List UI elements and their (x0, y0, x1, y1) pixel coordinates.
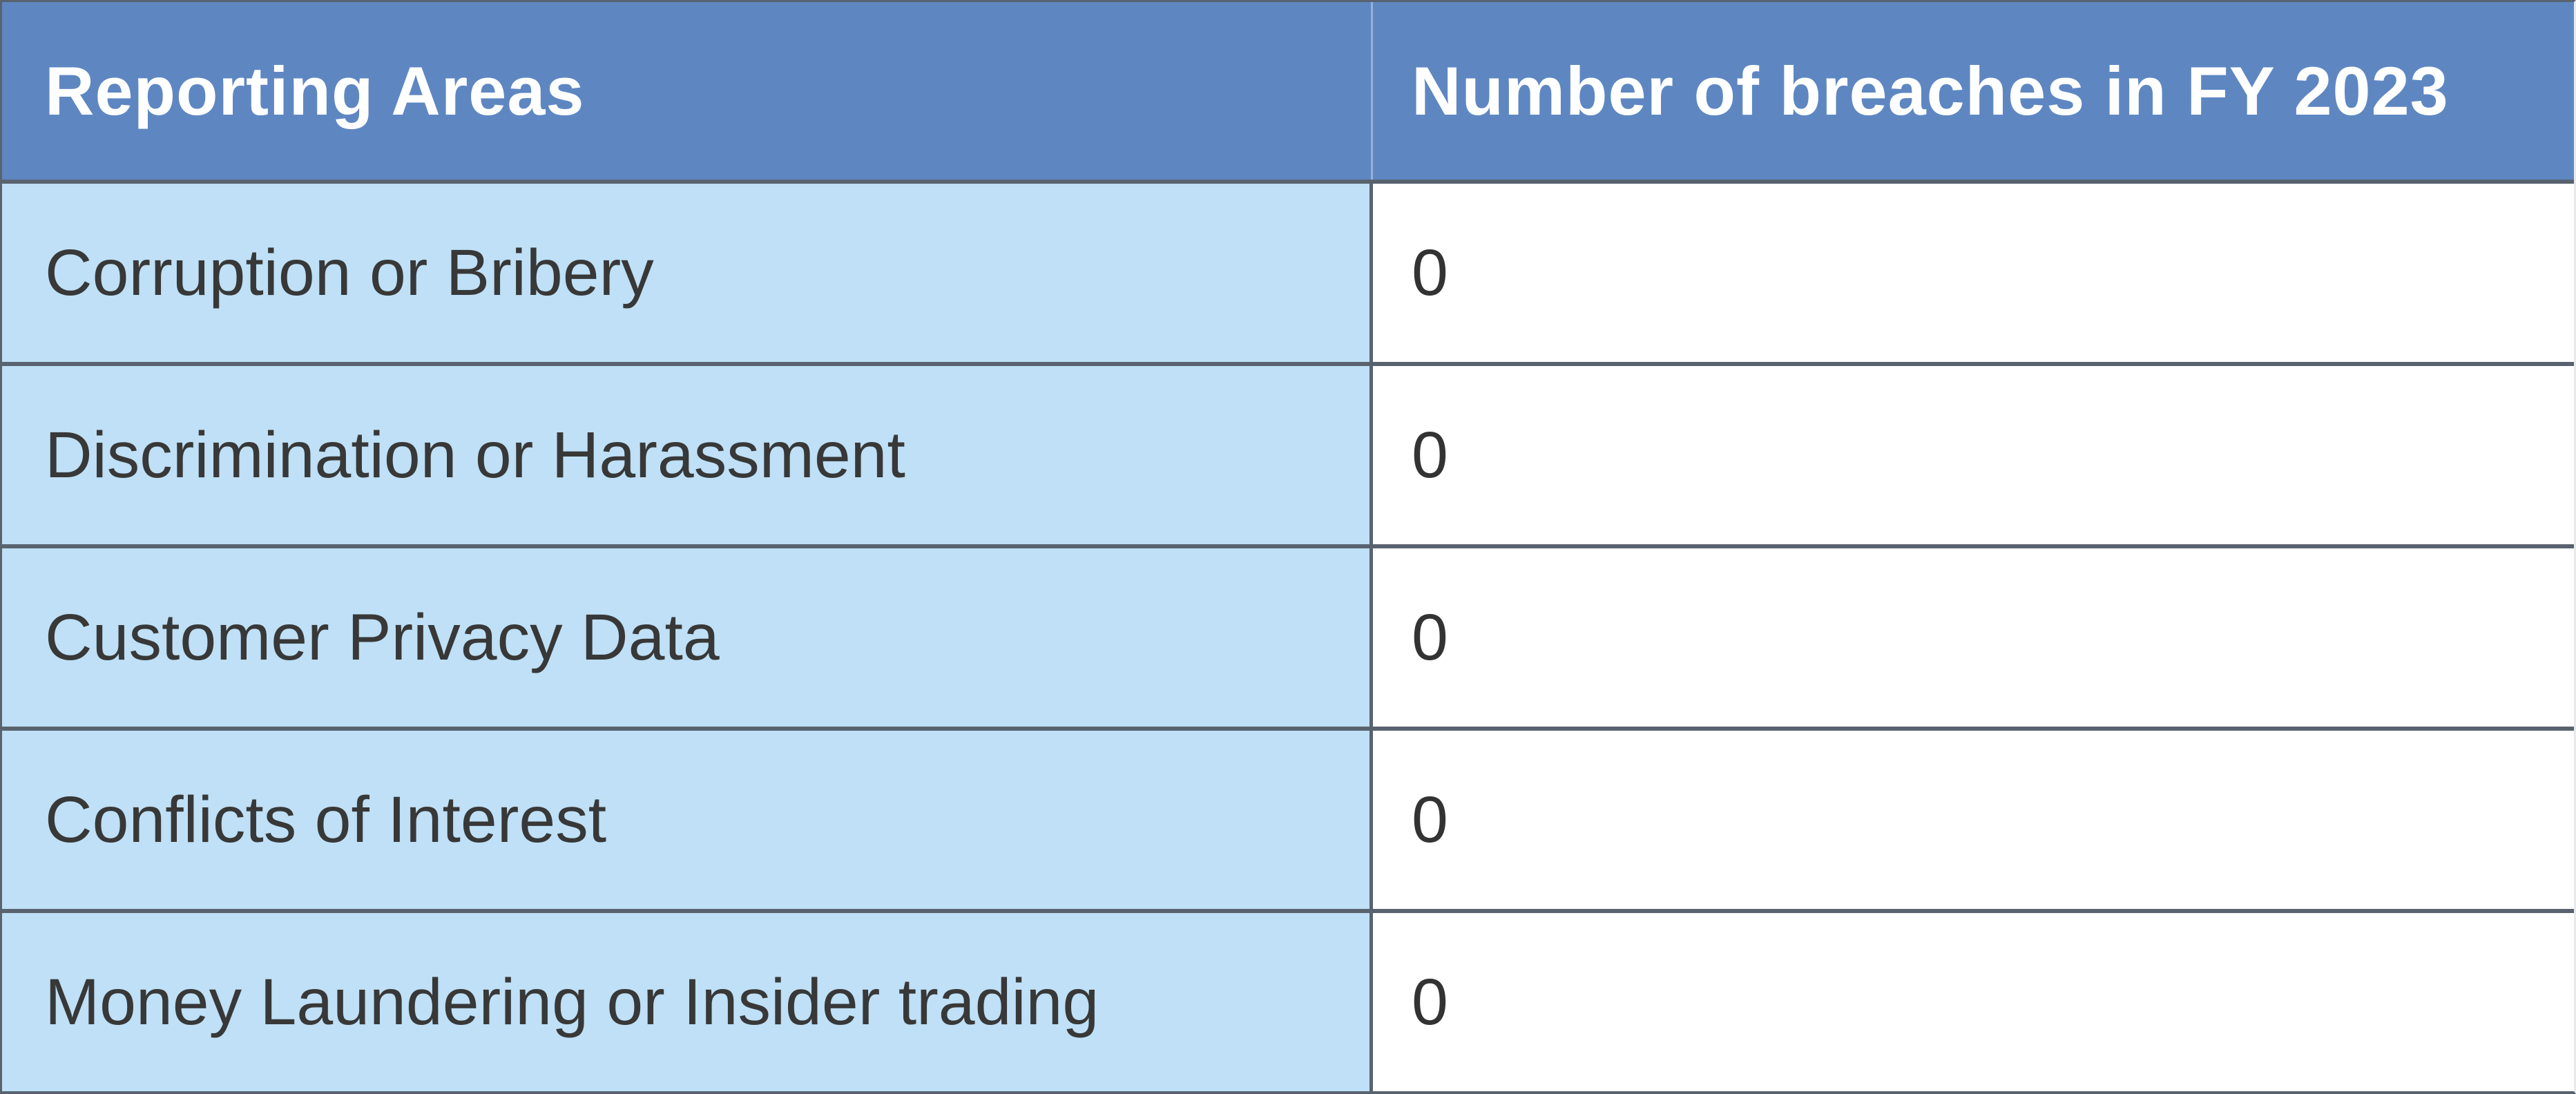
breach-count-cell: 0 (1373, 366, 2574, 544)
table-row: Conflicts of Interest 0 (2, 731, 2574, 913)
breach-count-cell: 0 (1373, 184, 2574, 362)
table-row: Corruption or Bribery 0 (2, 184, 2574, 366)
breach-count-cell: 0 (1373, 548, 2574, 727)
table-row: Customer Privacy Data 0 (2, 548, 2574, 731)
table-row: Money Laundering or Insider trading 0 (2, 913, 2574, 1091)
reporting-area-cell: Conflicts of Interest (2, 731, 1373, 909)
header-number-of-breaches: Number of breaches in FY 2023 (1412, 52, 2449, 129)
reporting-area-cell: Discrimination or Harassment (2, 366, 1373, 544)
reporting-area-cell: Money Laundering or Insider trading (2, 913, 1373, 1091)
breach-count-cell: 0 (1373, 731, 2574, 909)
table-header-row: Reporting Areas Number of breaches in FY… (2, 2, 2574, 184)
header-reporting-areas: Reporting Areas (2, 2, 1373, 180)
table-row: Discrimination or Harassment 0 (2, 366, 2574, 548)
reporting-area-cell: Customer Privacy Data (2, 548, 1373, 727)
breach-count-cell: 0 (1373, 913, 2574, 1091)
reporting-area-cell: Corruption or Bribery (2, 184, 1373, 362)
